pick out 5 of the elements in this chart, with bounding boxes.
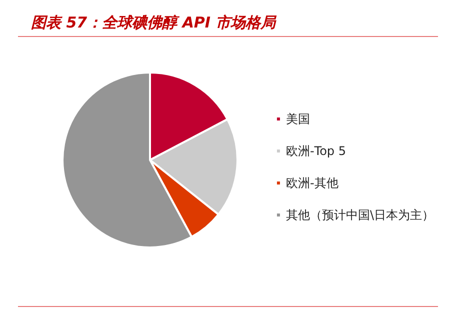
legend-label: 欧洲-其他 bbox=[286, 176, 338, 190]
legend-label: 欧洲-Top 5 bbox=[286, 144, 346, 158]
legend-label: 美国 bbox=[286, 112, 310, 126]
legend-label: 其他（预计中国\日本为主） bbox=[286, 208, 434, 222]
chart-title: 图表 57：全球碘佛醇 API 市场格局 bbox=[31, 14, 278, 32]
